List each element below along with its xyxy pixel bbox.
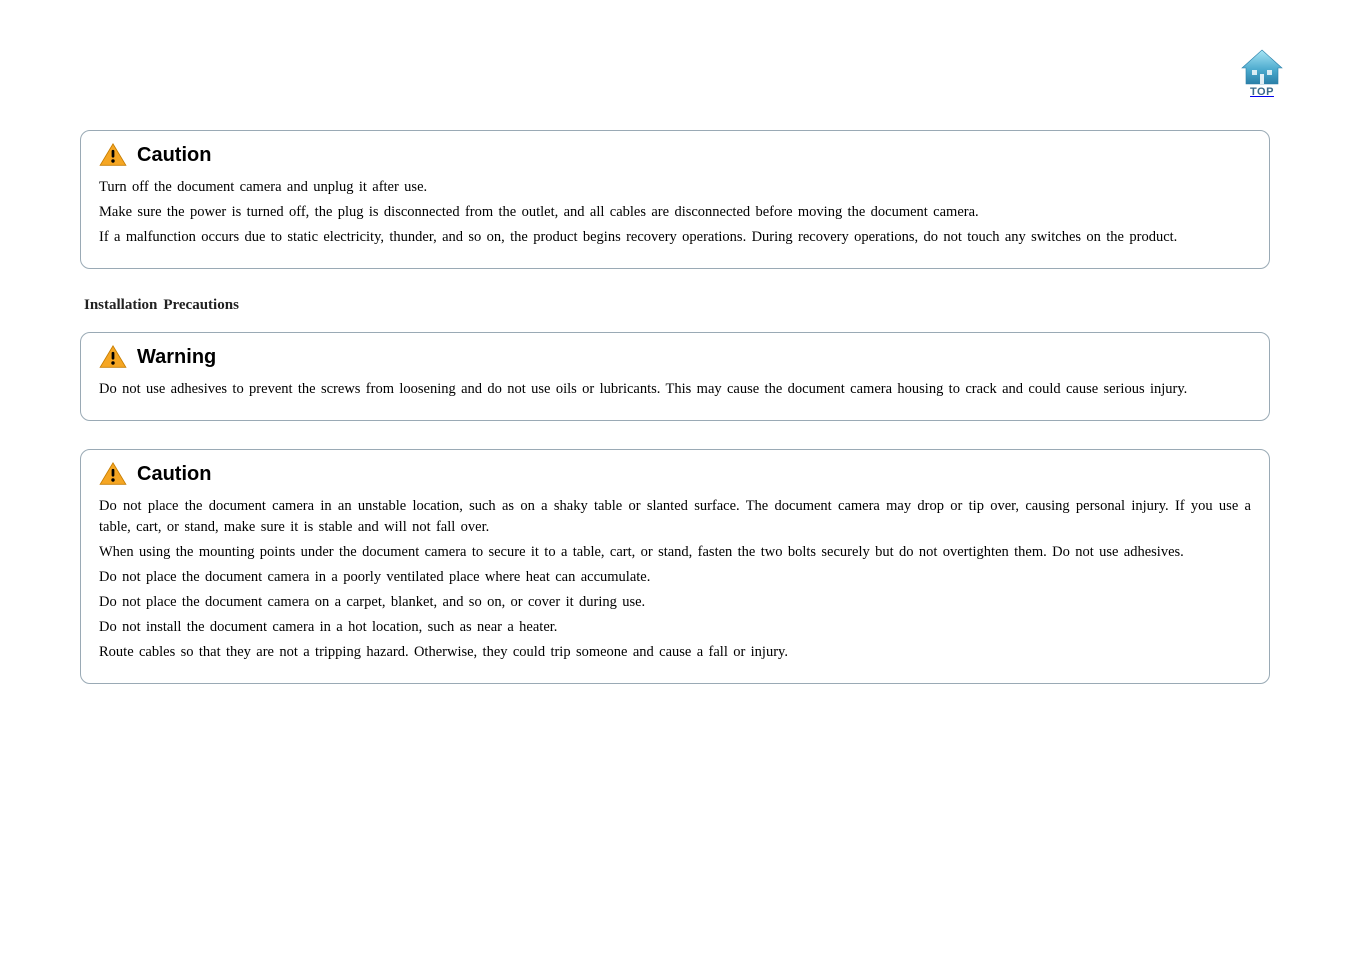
caution-2-p1: Do not place the document camera in an u… [99, 496, 1251, 538]
caution-1-header: Caution [99, 143, 1251, 167]
caution-2-title: Caution [137, 463, 211, 486]
caution-1-p3: If a malfunction occurs due to static el… [99, 227, 1251, 248]
caution-1-p2: Make sure the power is turned off, the p… [99, 202, 1251, 223]
warning-triangle-icon [99, 345, 127, 369]
caution-2-body: Do not place the document camera in an u… [99, 496, 1251, 663]
warning-header: Warning [99, 345, 1251, 369]
warning-triangle-icon [99, 143, 127, 167]
top-nav-button[interactable]: TOP [1234, 48, 1290, 98]
page-content: Caution Turn off the document camera and… [0, 0, 1350, 684]
caution-box-2: Caution Do not place the document camera… [80, 449, 1270, 684]
caution-1-title: Caution [137, 144, 211, 167]
caution-2-p2: When using the mounting points under the… [99, 542, 1251, 563]
caution-1-p1: Turn off the document camera and unplug … [99, 177, 1251, 198]
warning-title: Warning [137, 346, 216, 369]
section-heading: Installation Precautions [84, 297, 1270, 314]
caution-2-p4: Do not place the document camera on a ca… [99, 592, 1251, 613]
warning-triangle-icon [99, 462, 127, 486]
caution-1-body: Turn off the document camera and unplug … [99, 177, 1251, 248]
caution-2-p6: Route cables so that they are not a trip… [99, 642, 1251, 663]
warning-body: Do not use adhesives to prevent the scre… [99, 379, 1251, 400]
caution-2-p5: Do not install the document camera in a … [99, 617, 1251, 638]
caution-2-header: Caution [99, 462, 1251, 486]
home-top-icon [1238, 48, 1286, 88]
warning-box: Warning Do not use adhesives to prevent … [80, 332, 1270, 421]
warning-p1: Do not use adhesives to prevent the scre… [99, 379, 1251, 400]
caution-box-1: Caution Turn off the document camera and… [80, 130, 1270, 269]
caution-2-p3: Do not place the document camera in a po… [99, 567, 1251, 588]
top-nav-label: TOP [1234, 86, 1290, 98]
